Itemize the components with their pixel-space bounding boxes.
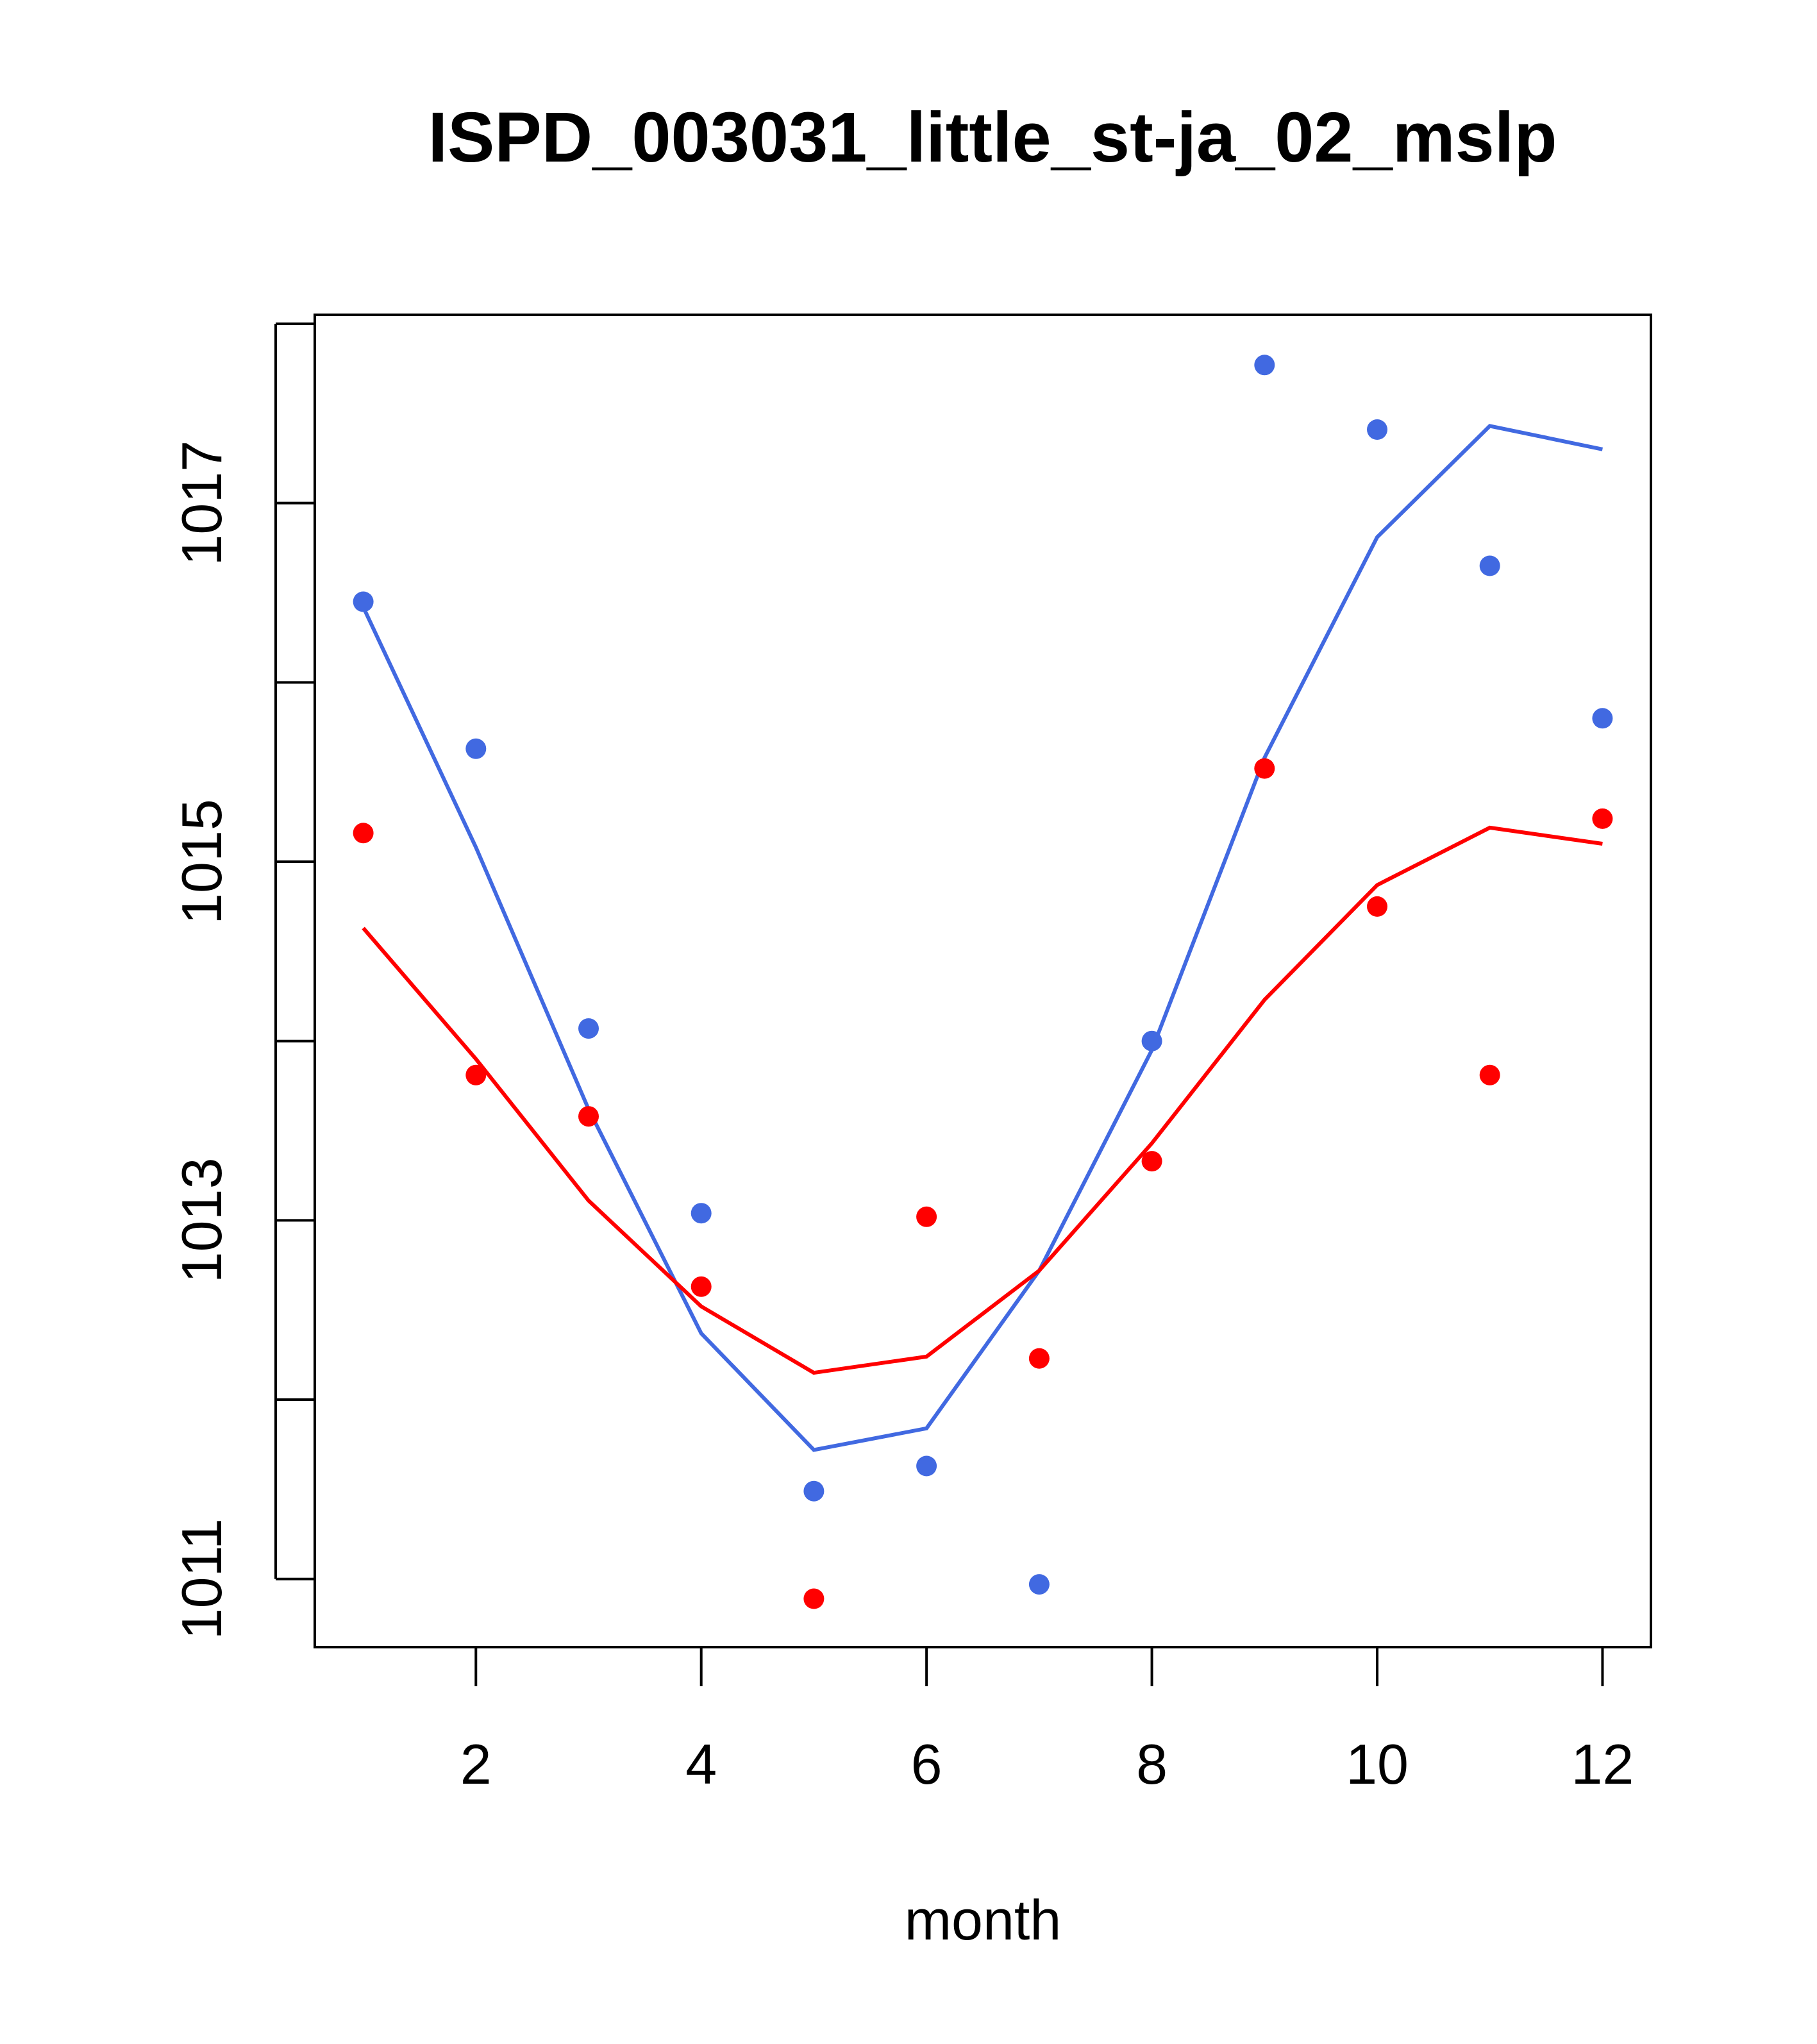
y-axis: 1011 1013 1015 1017 [170,322,315,1639]
y-tick-label: 1017 [170,440,233,566]
data-point-red [1592,808,1613,829]
data-point-red [1254,758,1275,779]
data-point-blue [1479,555,1500,576]
x-tick-label: 8 [1136,1732,1168,1796]
y-tick-label: 1011 [170,1518,233,1639]
series-line-red [362,825,1603,1375]
data-point-blue [1592,708,1613,729]
x-tick-label: 12 [1571,1732,1634,1796]
data-point-blue [465,738,487,759]
series-layer [353,355,1613,1609]
data-point-blue [1254,355,1275,376]
x-tick-label: 10 [1346,1732,1409,1796]
series-red [353,758,1613,1609]
data-point-red [1141,1151,1162,1172]
series-line-blue [361,424,1603,1452]
chart-title: ISPD_003031_little_st-ja_02_mslp [428,98,1557,177]
y-tick-label: 1015 [170,799,233,925]
x-tick-label: 6 [911,1732,942,1796]
data-point-red [1028,1348,1050,1369]
data-point-red [1479,1064,1500,1085]
plot-frame [314,314,1652,1648]
data-point-blue [803,1480,825,1502]
data-point-red [1367,896,1387,917]
y-tick-label: 1013 [170,1157,233,1283]
series-blue [353,355,1613,1595]
x-axis-label: month [905,1888,1062,1952]
data-point-red [803,1588,825,1609]
x-axis: 2 4 6 8 10 12 [460,1646,1634,1796]
x-tick-label: 2 [460,1732,492,1796]
data-point-blue [353,591,374,612]
data-point-red [465,1064,487,1085]
data-point-blue [691,1203,712,1224]
data-point-red [578,1106,599,1127]
data-point-blue [1028,1574,1050,1595]
data-point-blue [1367,419,1387,440]
data-point-blue [578,1018,599,1039]
data-point-blue [916,1455,937,1477]
data-point-red [691,1276,712,1297]
data-point-blue [1141,1030,1162,1051]
x-tick-label: 4 [685,1732,717,1796]
data-point-red [916,1206,937,1227]
data-point-red [353,823,374,844]
